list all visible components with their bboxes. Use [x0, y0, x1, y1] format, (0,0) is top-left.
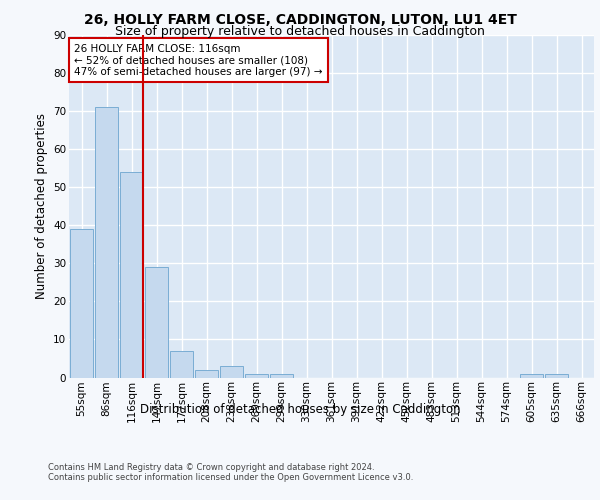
Bar: [145, 267, 169, 378]
Text: Size of property relative to detached houses in Caddington: Size of property relative to detached ho…: [115, 25, 485, 38]
Bar: [170, 351, 193, 378]
Bar: [269, 374, 293, 378]
Y-axis label: Number of detached properties: Number of detached properties: [35, 114, 47, 299]
Bar: [95, 108, 118, 378]
Bar: [119, 172, 143, 378]
Text: 26, HOLLY FARM CLOSE, CADDINGTON, LUTON, LU1 4ET: 26, HOLLY FARM CLOSE, CADDINGTON, LUTON,…: [83, 12, 517, 26]
Bar: [194, 370, 218, 378]
Text: 26 HOLLY FARM CLOSE: 116sqm
← 52% of detached houses are smaller (108)
47% of se: 26 HOLLY FARM CLOSE: 116sqm ← 52% of det…: [74, 44, 323, 77]
Text: Contains public sector information licensed under the Open Government Licence v3: Contains public sector information licen…: [48, 474, 413, 482]
Bar: [520, 374, 544, 378]
Text: Distribution of detached houses by size in Caddington: Distribution of detached houses by size …: [140, 402, 460, 415]
Text: Contains HM Land Registry data © Crown copyright and database right 2024.: Contains HM Land Registry data © Crown c…: [48, 462, 374, 471]
Bar: [70, 229, 94, 378]
Bar: [220, 366, 244, 378]
Bar: [545, 374, 568, 378]
Bar: [245, 374, 268, 378]
